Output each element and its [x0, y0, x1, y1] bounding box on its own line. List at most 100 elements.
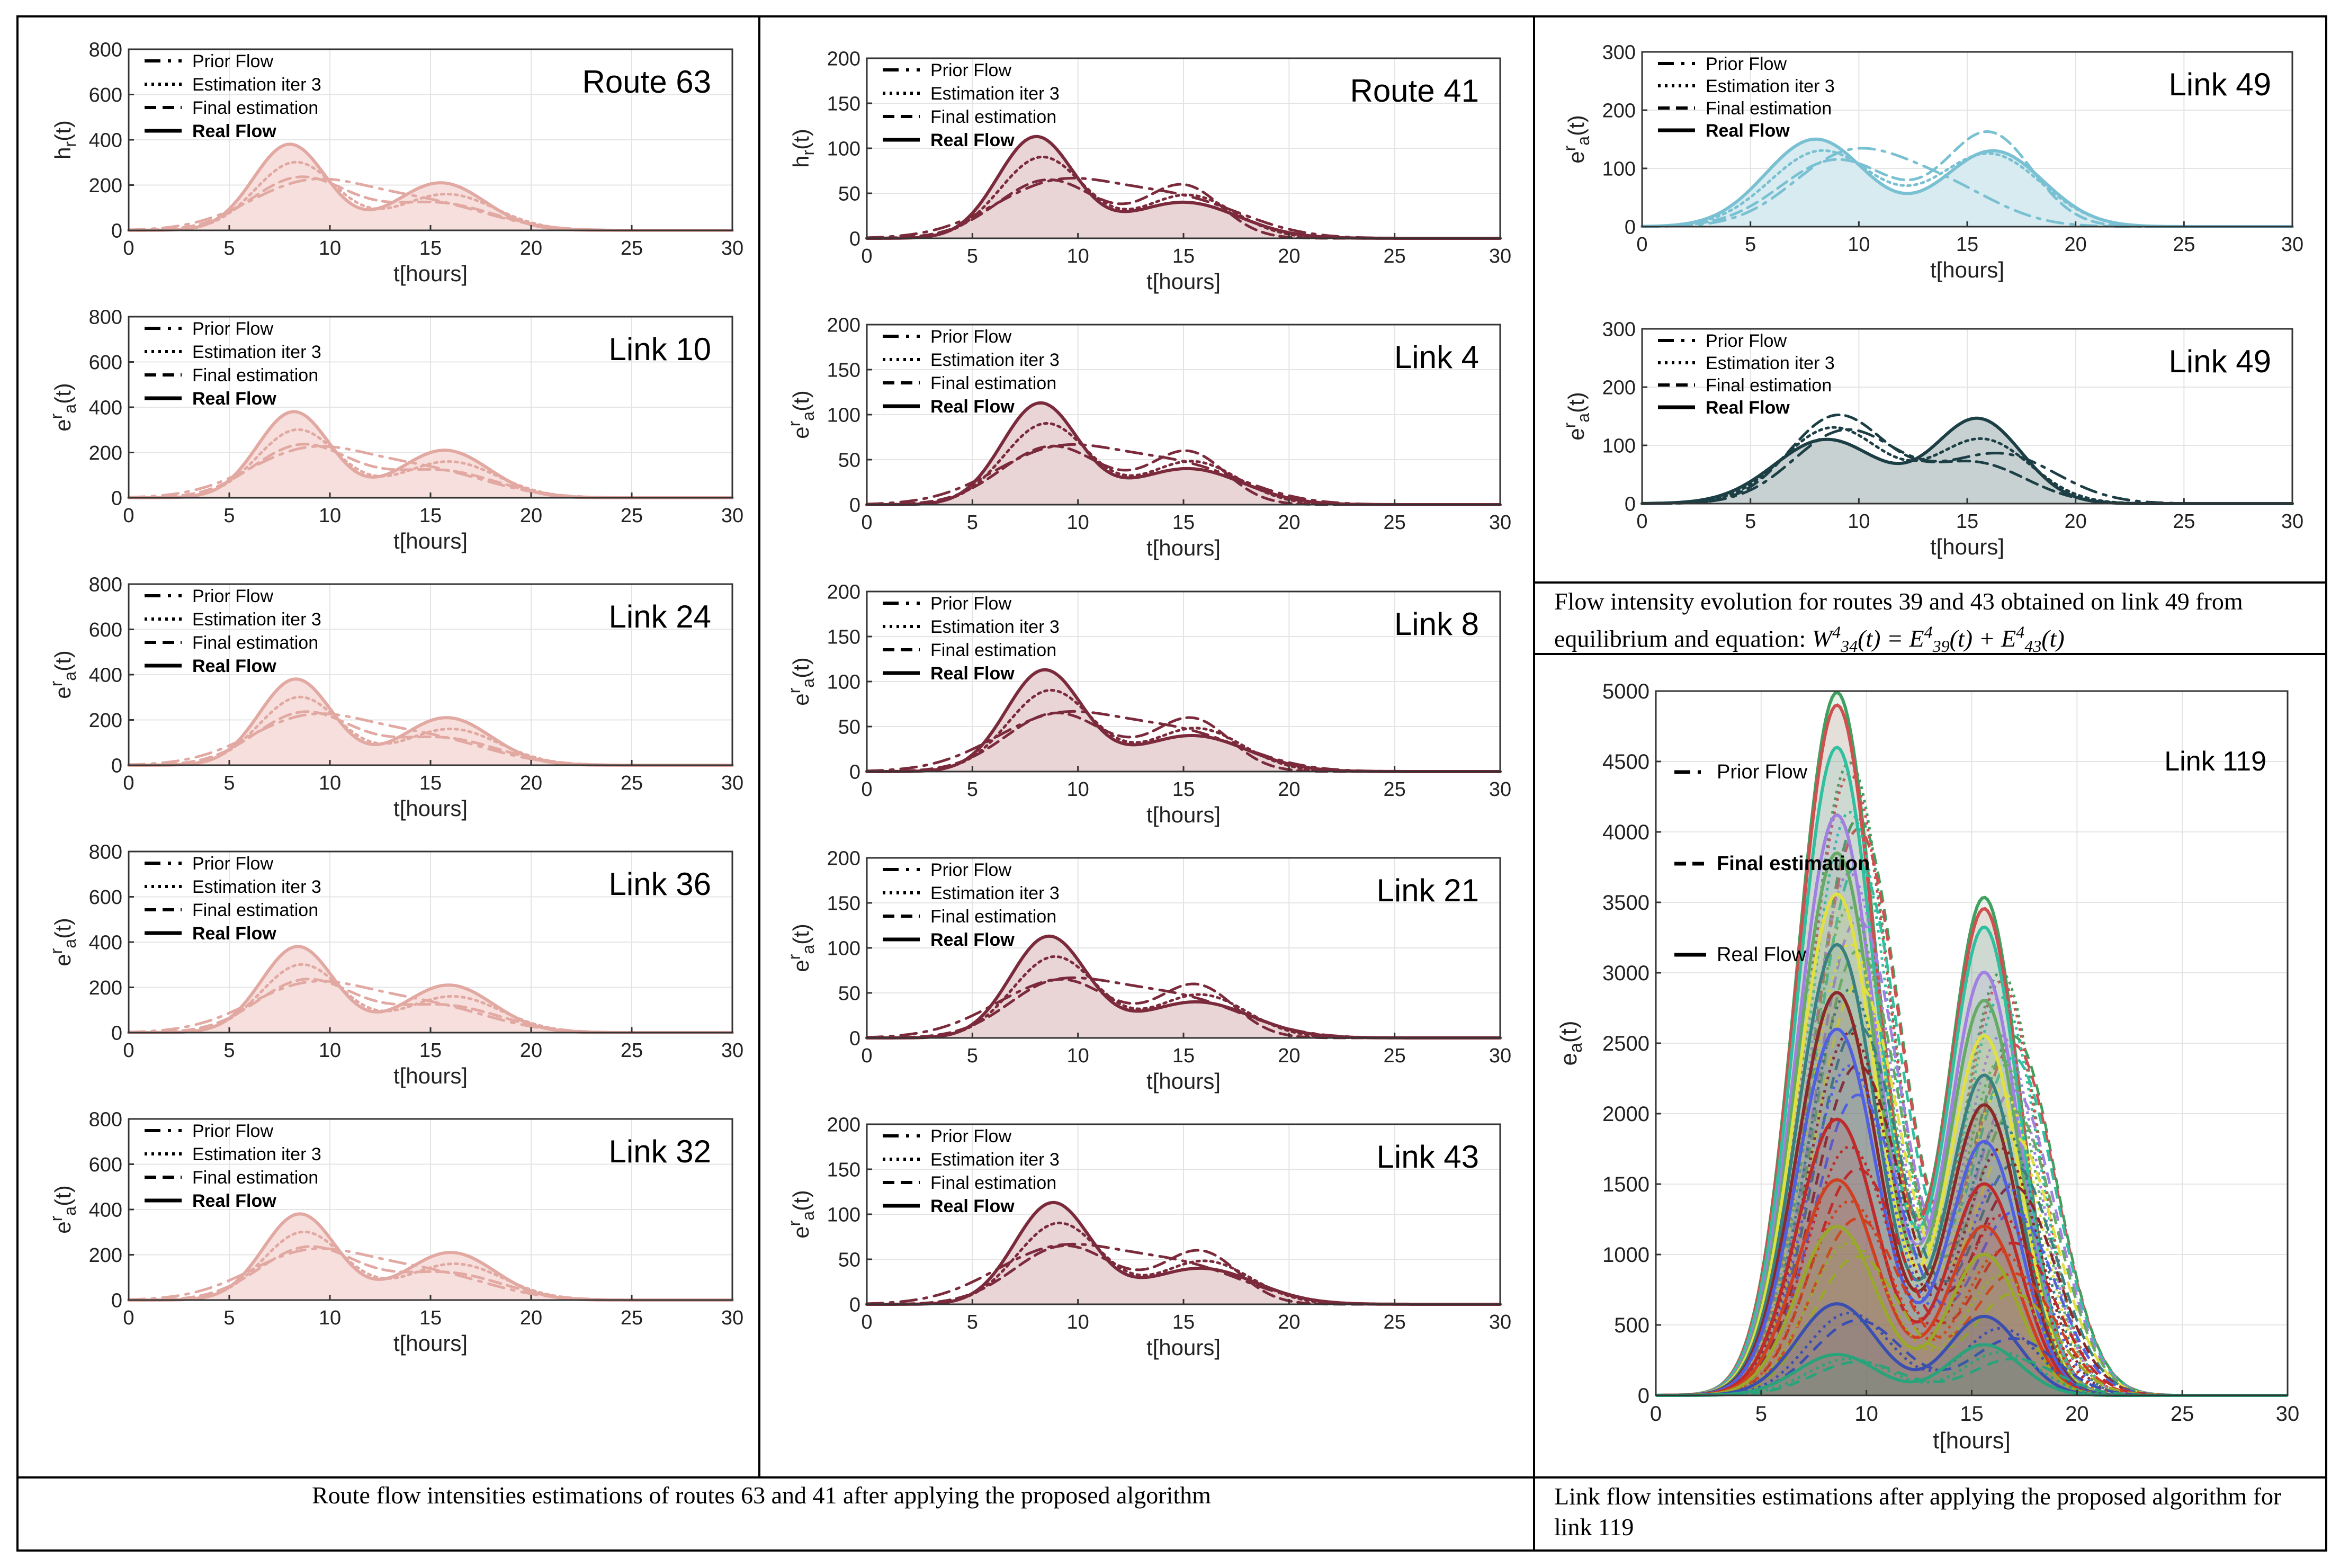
y-tick-label: 50 [838, 982, 860, 1005]
y-tick-label: 50 [838, 183, 860, 205]
x-tick-label: 10 [1067, 1311, 1089, 1333]
x-tick-label: 0 [861, 1045, 872, 1067]
x-tick-label: 5 [223, 772, 235, 794]
legend-label: Real Flow [192, 1191, 276, 1211]
x-tick-label: 5 [1745, 234, 1756, 256]
area-fill-c1 [1656, 1345, 2288, 1395]
y-axis-label-part: a [1574, 413, 1593, 423]
eq-E2: E [2001, 625, 2016, 652]
legend-label: Prior Flow [192, 51, 273, 71]
legend-label: Real Flow [930, 930, 1015, 950]
x-tick-label: 30 [721, 1040, 743, 1062]
x-tick-label: 25 [1384, 1045, 1406, 1067]
x-tick-label: 10 [1067, 512, 1089, 534]
y-axis-label-part: a [799, 411, 818, 421]
area-fill-real-flow [129, 144, 732, 230]
y-axis-label-part: a [60, 1206, 79, 1216]
y-tick-label: 150 [827, 892, 860, 915]
legend-label: Real Flow [192, 389, 276, 409]
legend-label: Estimation iter 3 [192, 342, 321, 362]
y-axis-label-part: (t) [788, 129, 813, 150]
y-tick-label: 800 [89, 1108, 122, 1131]
y-axis-label-part: e [788, 426, 813, 438]
y-tick-label: 100 [1602, 158, 1636, 180]
chart-route63: 0 5 10 15 20 25 30 0 200 400 600 800 t[hours] hr(t) Ro… [50, 39, 743, 286]
y-axis-label-part: (t) [50, 1185, 75, 1206]
y-axis-label-part: (t) [50, 918, 75, 939]
chart-link24: 0 5 10 15 20 25 30 0 200 400 600 800 t[hours] era(t) L… [47, 574, 743, 821]
y-tick-label: 0 [1638, 1384, 1649, 1408]
y-axis-label-part: r [1560, 145, 1579, 151]
chart-link10: 0 5 10 15 20 25 30 0 200 400 600 800 t[hours] era(t) L… [47, 306, 743, 553]
x-tick-label: 0 [123, 505, 134, 527]
x-axis-label: t[hours] [1146, 535, 1221, 560]
x-tick-label: 15 [1172, 1045, 1195, 1067]
x-tick-label: 15 [419, 237, 442, 259]
x-tick-label: 25 [2171, 1402, 2194, 1426]
x-axis-label: t[hours] [1930, 257, 2004, 282]
y-tick-label: 200 [89, 442, 122, 464]
x-tick-label: 10 [319, 237, 341, 259]
y-tick-label: 100 [827, 937, 860, 960]
x-tick-label: 20 [520, 1040, 542, 1062]
legend-label: Final estimation [930, 640, 1056, 660]
chart-link49a: 0 5 10 15 20 25 300100200300t[hours]era(t)Link… [1560, 41, 2303, 282]
legend-label: Final estimation [930, 107, 1056, 127]
legend-label: Final estimation [192, 98, 318, 118]
y-tick-label: 800 [89, 39, 122, 61]
y-axis-label-part: e [788, 693, 813, 705]
y-axis-label-part: a [60, 404, 79, 414]
area-fill-real-flow [129, 411, 732, 498]
eq-W-sub: 34 [1841, 637, 1858, 656]
y-tick-label: 200 [89, 1244, 122, 1267]
legend-label: Estimation iter 3 [192, 1144, 321, 1164]
eq-E1-sub: 39 [1932, 637, 1950, 656]
y-axis-label-part: (t) [1564, 115, 1589, 136]
area-fill-real-flow [129, 1214, 732, 1300]
caption-link49-text: Flow intensity evolution for routes 39 a… [1554, 588, 2243, 652]
y-axis-label: hr(t) [50, 120, 79, 159]
area-fill-c3 [1656, 1226, 2288, 1395]
area-fill-real-flow [1642, 139, 2292, 227]
x-tick-label: 30 [1489, 512, 1511, 534]
y-axis-label-part: a [1574, 136, 1593, 146]
x-tick-label: 25 [2173, 234, 2195, 256]
x-tick-label: 0 [1650, 1402, 1662, 1426]
chart-link8: 0 5 10 15 20 25 30 0 50 100 150 200 t[hours] era(t) Li… [785, 581, 1511, 827]
legend-label: Estimation iter 3 [930, 1150, 1060, 1170]
y-axis-label: era(t) [47, 383, 79, 431]
y-axis-label-part: a [60, 939, 79, 948]
eq-E1-sup: 4 [1924, 623, 1933, 642]
x-tick-label: 10 [1067, 1045, 1089, 1067]
x-tick-label: 15 [1956, 234, 1978, 256]
y-tick-label: 150 [827, 93, 860, 115]
y-tick-label: 0 [849, 761, 860, 783]
chart-link119: 0 5 10 15 20 25 30 0 500 1000 1500 2000 2500 3000 3500… [1556, 680, 2299, 1454]
x-tick-label: 20 [520, 505, 542, 527]
eq-t3: (t) [2041, 625, 2065, 652]
x-axis-label: t[hours] [393, 528, 468, 553]
legend-label: Prior Flow [192, 854, 273, 874]
x-tick-label: 25 [1384, 245, 1406, 267]
x-tick-label: 25 [621, 237, 643, 259]
frame-outer [16, 15, 2327, 1552]
legend-label: Final estimation [1706, 98, 1832, 119]
area-fill-real-flow [867, 402, 1500, 505]
x-tick-label: 5 [967, 512, 978, 534]
x-tick-label: 20 [1278, 1045, 1300, 1067]
y-axis-label: era(t) [785, 657, 818, 705]
y-axis-label-part: e [50, 419, 75, 431]
chart-title: Link 10 [609, 331, 711, 367]
x-tick-label: 0 [123, 1040, 134, 1062]
legend-label: Estimation iter 3 [930, 883, 1060, 903]
x-axis-label: t[hours] [1933, 1428, 2011, 1454]
x-tick-label: 10 [319, 772, 341, 794]
legend-label: Prior Flow [930, 327, 1011, 347]
y-tick-label: 3000 [1602, 962, 1649, 985]
y-axis-label: era(t) [47, 1185, 79, 1233]
chart-title: Link 43 [1377, 1139, 1479, 1175]
y-tick-label: 0 [111, 220, 122, 242]
x-tick-label: 30 [1489, 245, 1511, 267]
eq-t2: (t) [1949, 625, 1973, 652]
x-tick-label: 10 [319, 1040, 341, 1062]
